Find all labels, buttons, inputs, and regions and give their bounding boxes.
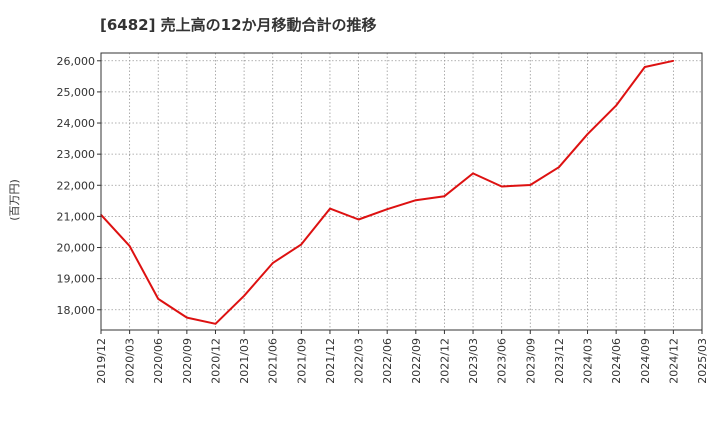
y-tick-label: 21,000 — [57, 210, 96, 223]
y-axis: 18,000 19,000 20,000 21,000 22,000 23,000 24,0… — [57, 55, 101, 317]
data-point — [157, 298, 160, 300]
x-tick-label: 2021/03 — [238, 338, 251, 384]
y-tick-label: 20,000 — [57, 242, 96, 255]
y-tick-label: 19,000 — [57, 273, 96, 286]
y-tick-label: 23,000 — [57, 148, 96, 161]
y-tick-label: 26,000 — [57, 55, 96, 68]
x-tick-label: 2019/12 — [95, 338, 108, 384]
x-tick-label: 2024/06 — [610, 338, 623, 384]
x-tick-label: 2024/09 — [639, 338, 652, 384]
data-point — [615, 104, 617, 107]
data-point — [472, 172, 474, 175]
x-tick-label: 2025/03 — [696, 338, 709, 384]
data-point — [186, 316, 188, 319]
x-tick-label: 2020/12 — [209, 338, 222, 384]
x-tick-label: 2022/09 — [410, 338, 423, 384]
x-tick-label: 2020/03 — [124, 338, 137, 384]
data-point — [586, 133, 589, 136]
x-axis: 2019/12 2020/03 2020/06 2020/09 2020/12 2021/… — [95, 330, 709, 384]
x-tick-label: 2022/03 — [353, 338, 366, 384]
data-point — [128, 245, 131, 247]
data-point — [271, 262, 274, 264]
x-tick-label: 2020/09 — [181, 338, 194, 384]
y-tick-label: 24,000 — [57, 117, 96, 130]
data-point — [529, 184, 532, 186]
x-tick-label: 2023/06 — [496, 338, 509, 384]
x-tick-label: 2024/03 — [582, 338, 595, 384]
series-layer — [100, 59, 675, 325]
data-point — [357, 218, 360, 221]
data-point — [443, 195, 446, 197]
x-tick-label: 2022/12 — [438, 338, 451, 384]
plot-frame — [100, 52, 703, 331]
data-point — [500, 185, 503, 188]
y-axis-label: (百万円) — [8, 179, 21, 221]
x-tick-label: 2021/12 — [324, 338, 337, 384]
data-point — [558, 166, 560, 169]
y-tick-label: 18,000 — [57, 304, 96, 317]
data-point — [243, 294, 245, 297]
x-tick-label: 2020/06 — [152, 338, 165, 384]
x-tick-label: 2023/09 — [524, 338, 537, 384]
x-tick-label: 2021/09 — [295, 338, 308, 384]
x-tick-label: 2022/06 — [381, 338, 394, 384]
y-tick-label: 22,000 — [57, 179, 96, 192]
x-tick-label: 2023/12 — [553, 338, 566, 384]
data-point — [386, 208, 388, 211]
data-point — [329, 207, 331, 210]
grid — [101, 53, 702, 330]
data-point — [672, 59, 675, 62]
x-tick-label: 2021/06 — [267, 338, 280, 384]
x-tick-label: 2023/03 — [467, 338, 480, 384]
x-tick-label: 2024/12 — [667, 338, 680, 384]
data-point — [643, 66, 646, 68]
chart-title: [6482] 売上高の12か月移動合計の推移 — [100, 16, 377, 34]
data-point — [300, 243, 303, 246]
data-point — [415, 199, 417, 202]
y-tick-label: 25,000 — [57, 86, 96, 99]
data-point — [214, 322, 217, 325]
